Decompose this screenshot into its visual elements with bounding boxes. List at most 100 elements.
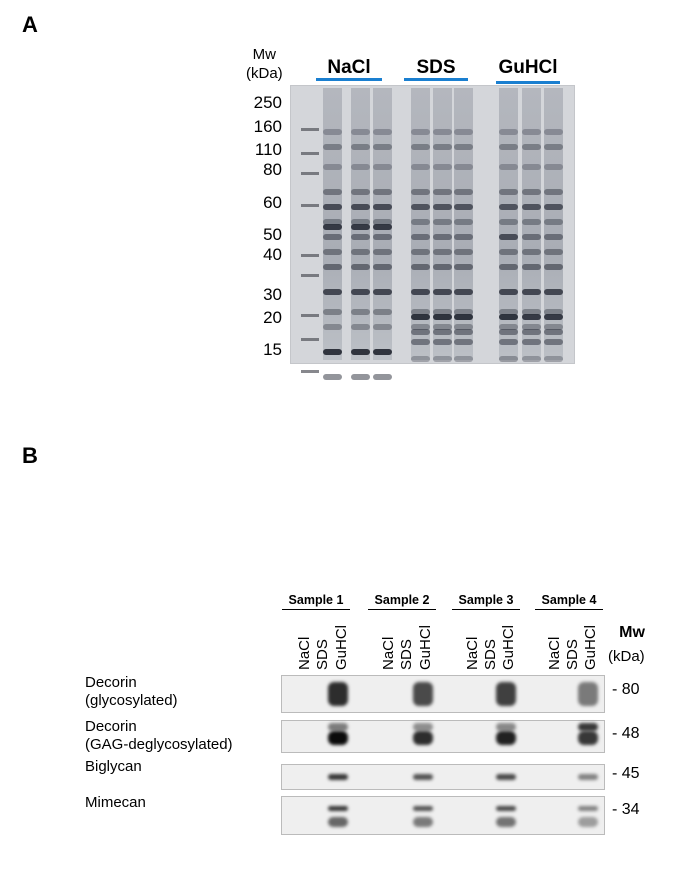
- group-underline: [316, 78, 382, 81]
- gel-band: [499, 264, 518, 270]
- sample-header: Sample 2: [368, 593, 436, 610]
- gel-band: [499, 164, 518, 170]
- lane-label-sds: SDS: [482, 639, 499, 670]
- gel-band: [544, 219, 563, 225]
- row-label-2: Decorin (GAG-deglycosylated): [85, 718, 233, 754]
- gel-band: [454, 314, 473, 320]
- lane-label-nacl: NaCl: [380, 636, 397, 670]
- gel-band: [351, 349, 370, 355]
- lane-label-guhcl: GuHCl: [333, 624, 350, 670]
- gel-band: [454, 329, 473, 335]
- row-label-line1: Biglycan: [85, 758, 142, 775]
- lane-label-nacl: NaCl: [464, 636, 481, 670]
- group-underline: [496, 81, 560, 84]
- mw-title: Mw: [252, 46, 276, 63]
- mw-unit: (kDa): [246, 65, 283, 82]
- ladder-band: [301, 172, 319, 175]
- gel-band: [454, 356, 473, 362]
- gel-band: [544, 129, 563, 135]
- row-label-4: Mimecan: [85, 794, 146, 812]
- marker-label: 30: [263, 285, 282, 304]
- gel-band: [499, 314, 518, 320]
- gel-band: [351, 164, 370, 170]
- gel-band: [411, 219, 430, 225]
- gel-band: [544, 339, 563, 345]
- gel-band: [433, 234, 452, 240]
- gel-band: [351, 289, 370, 295]
- lane-label-guhcl: GuHCl: [582, 624, 599, 670]
- western-band: [496, 682, 516, 706]
- lane-label-sds: SDS: [314, 639, 331, 670]
- gel-band: [323, 144, 342, 150]
- mw-marker: - 45: [612, 765, 640, 782]
- gel-band: [411, 289, 430, 295]
- gel-band: [433, 204, 452, 210]
- gel-band: [433, 289, 452, 295]
- lane-label-nacl: NaCl: [296, 636, 313, 670]
- gel-band: [411, 329, 430, 335]
- western-band: [328, 723, 348, 731]
- blot-3: [281, 764, 605, 790]
- gel-band: [411, 144, 430, 150]
- blot-4: [281, 796, 605, 835]
- gel-band: [433, 129, 452, 135]
- gel-band: [323, 129, 342, 135]
- gel-band: [323, 264, 342, 270]
- gel-band: [522, 234, 541, 240]
- gel-band: [454, 219, 473, 225]
- western-band: [413, 731, 433, 745]
- row-label-line1: Mimecan: [85, 794, 146, 811]
- gel-band: [433, 356, 452, 362]
- lane-label-guhcl: GuHCl: [417, 624, 434, 670]
- marker-label: 160: [253, 117, 282, 136]
- gel-band: [323, 219, 342, 225]
- gel-band: [373, 189, 392, 195]
- mw-marker: - 80: [612, 681, 640, 698]
- gel-band: [351, 204, 370, 210]
- gel-band: [454, 289, 473, 295]
- sample-header: Sample 3: [452, 593, 520, 610]
- gel-band: [351, 224, 370, 230]
- gel-band: [499, 324, 518, 330]
- group-label-sds: SDS: [416, 57, 456, 78]
- western-band: [328, 817, 348, 827]
- gel-band: [499, 129, 518, 135]
- gel-band: [373, 144, 392, 150]
- gel-band: [522, 289, 541, 295]
- mw-header: Mw (kDa): [246, 45, 283, 83]
- gel-band: [454, 234, 473, 240]
- gel-band: [323, 289, 342, 295]
- gel-band: [411, 264, 430, 270]
- ladder-band: [301, 338, 319, 341]
- western-band: [496, 731, 516, 745]
- group-underline: [404, 78, 468, 81]
- gel-band: [373, 234, 392, 240]
- marker-label: 40: [263, 245, 282, 264]
- western-band: [328, 731, 348, 745]
- gel-band: [522, 356, 541, 362]
- ladder-band: [301, 254, 319, 257]
- gel-band: [433, 314, 452, 320]
- gel-band: [373, 349, 392, 355]
- gel-lane: [411, 88, 430, 362]
- western-band: [578, 817, 598, 827]
- gel-band: [373, 204, 392, 210]
- gel-lane: [323, 88, 342, 380]
- gel-band: [323, 309, 342, 315]
- ladder-band: [301, 314, 319, 317]
- gel-band: [323, 349, 342, 355]
- gel-band: [433, 339, 452, 345]
- gel-band: [544, 356, 563, 362]
- gel-band: [454, 309, 473, 315]
- row-label-line2: (glycosylated): [85, 692, 178, 709]
- gel-band: [323, 204, 342, 210]
- gel-band: [373, 164, 392, 170]
- group-label-guhcl: GuHCl: [498, 57, 558, 78]
- marker-label: 250: [253, 93, 282, 112]
- gel-band: [454, 164, 473, 170]
- marker-label: 50: [263, 225, 282, 244]
- gel-band: [373, 289, 392, 295]
- gel-band: [499, 219, 518, 225]
- gel-band: [411, 204, 430, 210]
- sds-page-gel-image: [290, 85, 575, 380]
